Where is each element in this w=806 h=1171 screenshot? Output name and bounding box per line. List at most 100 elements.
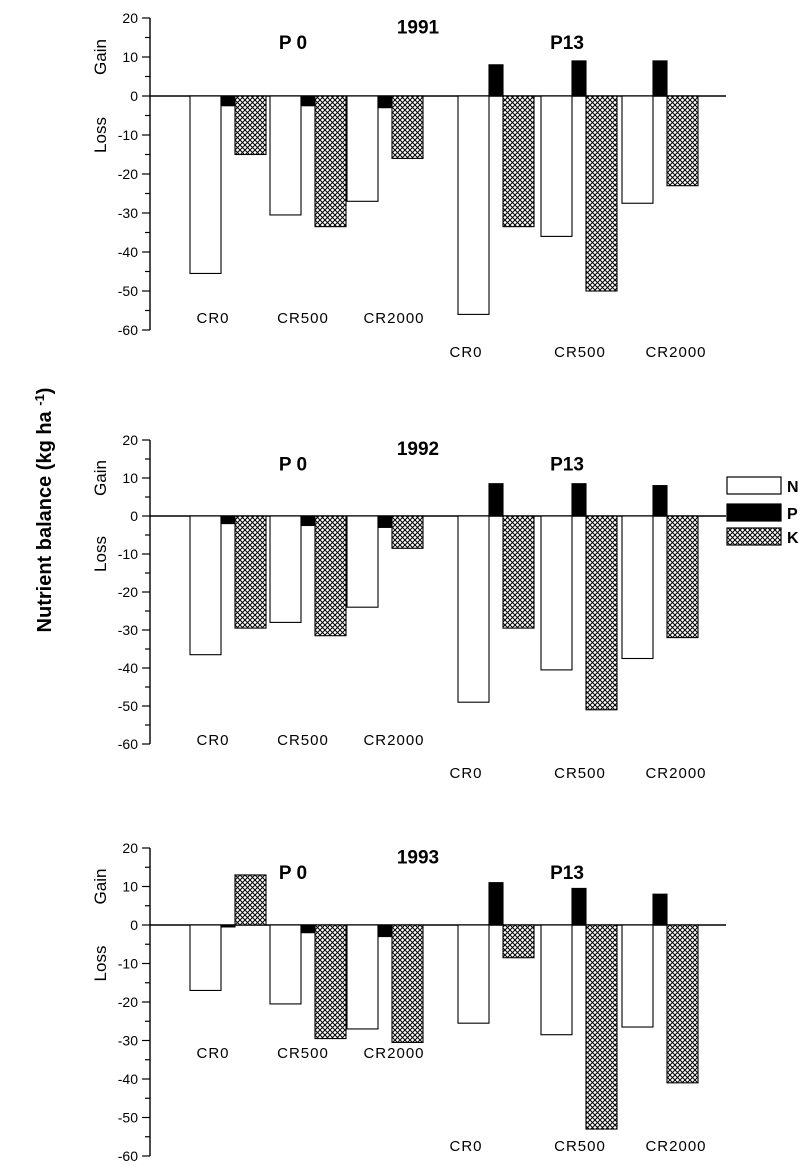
bar-n-cr2000-p13 [621, 95, 654, 204]
gain-label: Gain [91, 869, 110, 905]
bar-p-cr500-p13 [571, 60, 587, 97]
category-label: CR0 [196, 732, 229, 749]
category-label: CR2000 [363, 1045, 424, 1062]
y-tick-label: -20 [118, 994, 138, 1010]
legend-label-p: P [787, 506, 798, 523]
bar-k-cr2000-p13 [666, 924, 699, 1084]
bar-p-cr0-p13 [488, 882, 504, 926]
bar-n-cr500-p13 [540, 924, 573, 1036]
panel-1992: 20 10 0 -10 -20 -30 -40 -50 -60 Gain Loss 1992 P 0 P1… [91, 432, 726, 782]
bar-n-cr500-p0 [269, 515, 302, 623]
y-tick-label: -30 [118, 205, 138, 221]
bar-p-cr2000-p13 [652, 485, 668, 517]
bar-k-cr0-p13 [502, 95, 535, 228]
loss-label: Loss [91, 946, 110, 982]
bar-k-cr2000-p0 [391, 515, 424, 549]
bar-k-cr2000-p13 [666, 95, 699, 187]
category-label: CR500 [554, 765, 606, 782]
legend-swatch-p [726, 503, 782, 522]
category-label: CR2000 [645, 344, 706, 361]
category-label: CR2000 [363, 732, 424, 749]
bar-k-cr0-p0 [234, 874, 267, 926]
bar-p-cr0-p0 [220, 95, 236, 107]
loss-label: Loss [91, 117, 110, 153]
bar-k-cr0-p0 [234, 515, 267, 629]
bar-n-cr500-p0 [269, 924, 302, 1005]
bar-k-cr2000-p13 [666, 515, 699, 639]
y-tick-label: 20 [122, 10, 138, 26]
bar-p-cr2000-p0 [377, 924, 393, 938]
bar-n-cr0-p0 [189, 924, 222, 991]
bar-n-cr2000-p13 [621, 924, 654, 1028]
category-label: CR2000 [645, 1138, 706, 1155]
y-tick-label: 20 [122, 432, 138, 448]
bar-p-cr2000-p0 [377, 95, 393, 109]
year-label: 1993 [397, 847, 439, 868]
bar-n-cr500-p13 [540, 95, 573, 237]
y-tick-label: -50 [118, 1110, 138, 1126]
legend-swatch-k [726, 527, 782, 546]
legend-swatch-n [726, 476, 782, 495]
gain-label: Gain [91, 460, 110, 496]
bar-k-cr2000-p0 [391, 924, 424, 1043]
bar-p-cr0-p13 [488, 483, 504, 517]
group-label-p0: P 0 [279, 863, 307, 884]
year-label: 1992 [397, 439, 439, 460]
category-label: CR0 [449, 765, 482, 782]
category-label: CR500 [554, 344, 606, 361]
y-tick-label: -10 [118, 127, 138, 143]
bar-n-cr0-p0 [189, 95, 222, 274]
bar-p-cr0-p0 [220, 924, 236, 928]
y-tick-label: 10 [122, 470, 138, 486]
bar-n-cr0-p13 [457, 924, 490, 1024]
bar-k-cr500-p0 [314, 95, 347, 228]
y-axis-label: Nutrient balance (kg ha -1) [32, 388, 56, 633]
bar-p-cr500-p13 [571, 483, 587, 517]
y-tick-label: -60 [118, 1148, 138, 1164]
bar-p-cr2000-p13 [652, 893, 668, 926]
bar-p-cr0-p13 [488, 64, 504, 97]
bar-p-cr2000-p13 [652, 60, 668, 97]
group-label-p0: P 0 [279, 33, 307, 54]
y-tick-label: -20 [118, 166, 138, 182]
y-tick-label: 10 [122, 879, 138, 895]
panel-1993: 20 10 0 -10 -20 -30 -40 -50 -60 Gain Loss 1993 P 0 P1… [91, 840, 726, 1164]
category-label: CR500 [277, 310, 329, 327]
legend-label-k: K [787, 530, 799, 547]
group-label-p13: P13 [550, 33, 584, 54]
bar-k-cr0-p13 [502, 924, 535, 959]
bar-n-cr0-p13 [457, 515, 490, 703]
category-label: CR500 [277, 732, 329, 749]
category-label: CR0 [196, 310, 229, 327]
category-label: CR0 [196, 1045, 229, 1062]
category-label: CR500 [277, 1045, 329, 1062]
group-label-p0: P 0 [279, 454, 307, 475]
gain-label: Gain [91, 39, 110, 75]
bar-n-cr2000-p0 [346, 924, 379, 1030]
y-tick-label: -20 [118, 584, 138, 600]
bar-k-cr500-p13 [585, 515, 618, 711]
y-tick-label: -40 [118, 244, 138, 260]
bar-k-cr0-p13 [502, 515, 535, 629]
legend-label-n: N [787, 479, 799, 496]
bar-n-cr0-p0 [189, 515, 222, 656]
bar-k-cr500-p0 [314, 924, 347, 1040]
bar-k-cr500-p13 [585, 924, 618, 1130]
bar-k-cr2000-p0 [391, 95, 424, 159]
y-tick-label: 0 [130, 917, 138, 933]
y-tick-label: -10 [118, 546, 138, 562]
category-label: CR0 [449, 344, 482, 361]
y-tick-label: -30 [118, 1033, 138, 1049]
panel-1991: 20 10 0 -10 -20 -30 -40 -50 -60 Gain Loss 1991 P 0 P1… [91, 10, 726, 361]
category-label: CR2000 [645, 765, 706, 782]
category-label: CR500 [554, 1138, 606, 1155]
y-tick-label: 20 [122, 840, 138, 856]
bar-p-cr500-p0 [300, 924, 316, 934]
bar-p-cr500-p0 [300, 95, 316, 107]
y-tick-label: 0 [130, 88, 138, 104]
y-tick-label: -60 [118, 736, 138, 752]
legend: N P K [726, 476, 799, 547]
y-tick-label: 0 [130, 508, 138, 524]
y-tick-label: 10 [122, 49, 138, 65]
